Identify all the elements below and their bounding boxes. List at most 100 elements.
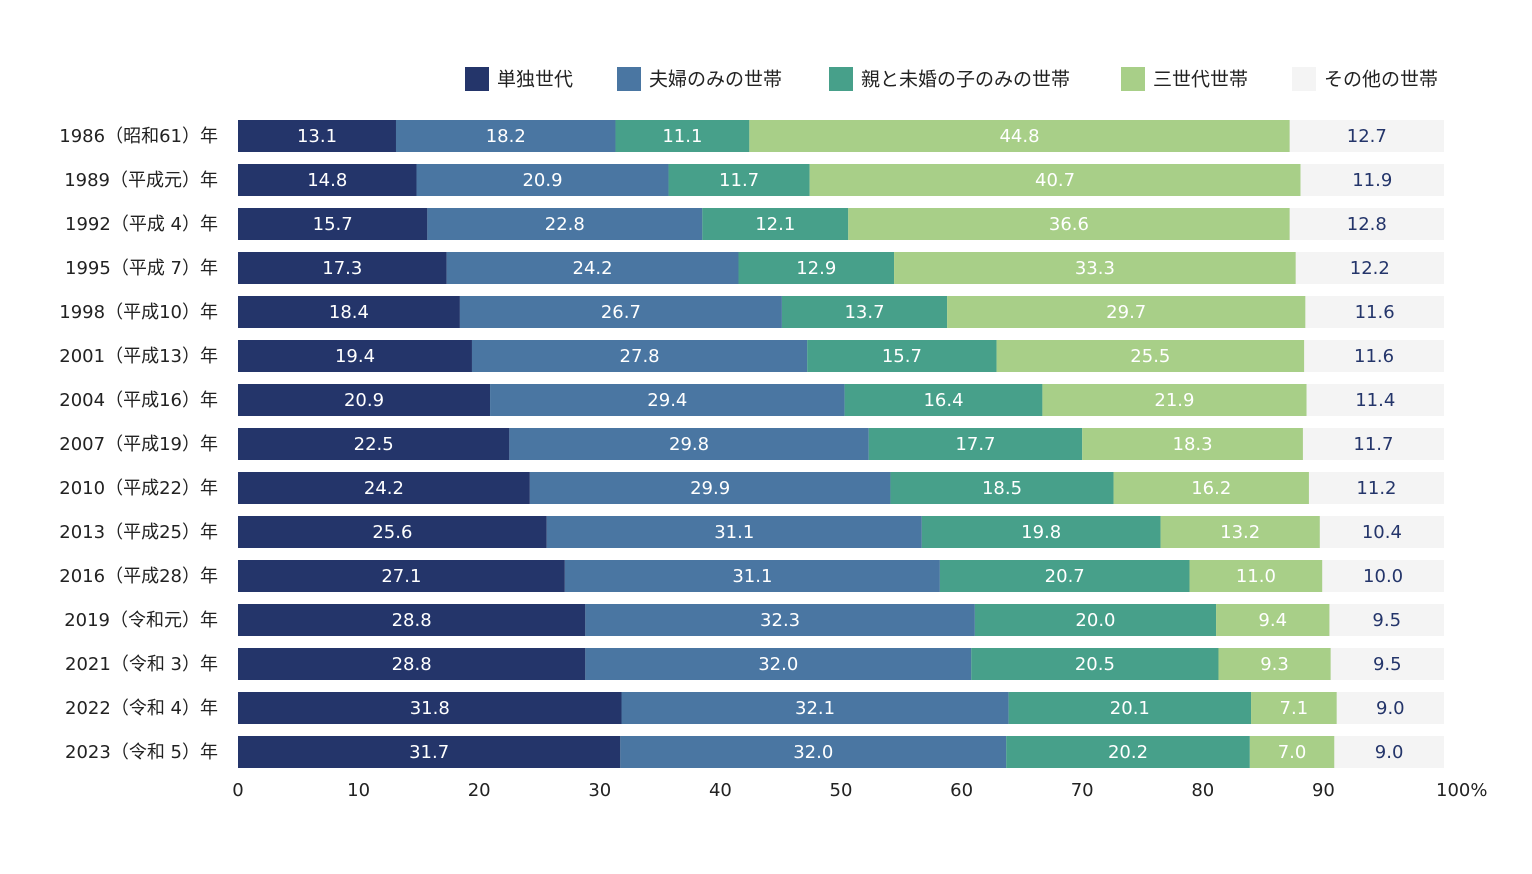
- data-label: 27.1: [381, 566, 421, 587]
- data-label: 27.8: [620, 346, 660, 367]
- legend-item: 単独世代: [465, 67, 573, 91]
- x-tick-label: 50: [830, 780, 853, 801]
- category-label: 2013（平成25）年: [59, 522, 218, 543]
- bar-segment: [738, 252, 895, 284]
- bar-row: 13.1 18.2 11.1 44.8 12.7: [238, 120, 1444, 152]
- data-label: 20.1: [1110, 698, 1150, 719]
- x-tick-label: 10: [347, 780, 370, 801]
- bar-segment: [781, 296, 948, 328]
- bar-segment: [621, 692, 1009, 724]
- category-label: 2023（令和 5）年: [65, 742, 218, 763]
- data-label: 9.4: [1258, 610, 1287, 631]
- data-label: 18.3: [1173, 434, 1213, 455]
- bar-segment: [1042, 384, 1307, 416]
- bar-segment: [921, 516, 1161, 548]
- bar-segment: [471, 340, 808, 372]
- legend-item: 親と未婚の子のみの世帯: [829, 67, 1070, 91]
- data-label: 11.4: [1355, 390, 1395, 411]
- x-tick-label: 40: [709, 780, 732, 801]
- data-label: 31.1: [732, 566, 772, 587]
- bar-row: 20.9 29.4 16.4 21.9 11.4: [238, 384, 1444, 416]
- data-label: 11.6: [1355, 302, 1395, 323]
- category-label: 1989（平成元）年: [64, 170, 218, 191]
- data-label: 7.1: [1280, 698, 1309, 719]
- legend-label: 親と未婚の子のみの世帯: [861, 69, 1070, 91]
- data-label: 20.5: [1075, 654, 1115, 675]
- bar-segment: [564, 560, 940, 592]
- legend-item: 夫婦のみの世帯: [617, 67, 782, 91]
- x-tick-label: 80: [1191, 780, 1214, 801]
- data-label: 28.8: [392, 654, 432, 675]
- data-label: 9.3: [1260, 654, 1289, 675]
- bar-segment: [585, 648, 972, 680]
- data-label: 33.3: [1075, 258, 1115, 279]
- bar-segment: [1218, 648, 1331, 680]
- data-label: 20.2: [1108, 742, 1148, 763]
- data-label: 9.0: [1375, 742, 1404, 763]
- data-label: 12.2: [1350, 258, 1390, 279]
- bar-row: 28.8 32.0 20.5 9.3 9.5: [238, 648, 1444, 680]
- data-label: 25.6: [372, 522, 412, 543]
- data-label: 12.7: [1347, 126, 1387, 147]
- bar-segment: [238, 472, 530, 504]
- data-label: 22.5: [354, 434, 394, 455]
- data-label: 15.7: [882, 346, 922, 367]
- bar-segment: [1189, 560, 1323, 592]
- data-label: 29.4: [647, 390, 687, 411]
- bar-segment: [947, 296, 1306, 328]
- data-label: 25.5: [1130, 346, 1170, 367]
- data-label: 9.5: [1373, 654, 1402, 675]
- bar-segment: [238, 692, 622, 724]
- bar-segment: [1251, 692, 1337, 724]
- data-label: 11.9: [1352, 170, 1392, 191]
- legend-swatch: [829, 67, 853, 91]
- bar-segment: [1113, 472, 1309, 504]
- bar-segment: [615, 120, 750, 152]
- legend-label: その他の世帯: [1324, 69, 1438, 91]
- category-label: 2001（平成13）年: [59, 346, 218, 367]
- bar-row: 15.7 22.8 12.1 36.6 12.8: [238, 208, 1444, 240]
- bar-segment: [702, 208, 849, 240]
- category-label: 1986（昭和61）年: [59, 126, 218, 147]
- category-label: 2016（平成28）年: [59, 566, 218, 587]
- data-label: 10.0: [1363, 566, 1403, 587]
- bar-segment: [868, 428, 1083, 460]
- data-label: 17.7: [955, 434, 995, 455]
- bar-segment: [395, 120, 616, 152]
- data-label: 22.8: [545, 214, 585, 235]
- category-label: 1995（平成 7）年: [65, 258, 218, 279]
- legend-label: 単独世代: [497, 69, 573, 91]
- data-label: 13.2: [1220, 522, 1260, 543]
- data-label: 44.8: [999, 126, 1039, 147]
- data-label: 32.1: [795, 698, 835, 719]
- bar-row: 24.2 29.9 18.5 16.2 11.2: [238, 472, 1444, 504]
- data-label: 20.7: [1045, 566, 1085, 587]
- bar-segment: [1008, 692, 1252, 724]
- bar-segment: [238, 560, 565, 592]
- bar-segment: [416, 164, 669, 196]
- bar-segment: [238, 428, 510, 460]
- bar-segment: [238, 516, 547, 548]
- data-label: 31.7: [409, 742, 449, 763]
- bar-segment: [427, 208, 703, 240]
- x-tick-label: 20: [468, 780, 491, 801]
- legend-label: 夫婦のみの世帯: [649, 69, 782, 91]
- legend-swatch: [465, 67, 489, 91]
- bar-segment: [844, 384, 1043, 416]
- bar-row: 19.4 27.8 15.7 25.5 11.6: [238, 340, 1444, 372]
- data-label: 26.7: [601, 302, 641, 323]
- bar-segment: [939, 560, 1190, 592]
- data-label: 31.8: [410, 698, 450, 719]
- data-label: 24.2: [573, 258, 613, 279]
- data-label: 11.0: [1236, 566, 1276, 587]
- x-tick-label: 0: [232, 780, 243, 801]
- data-label: 12.9: [796, 258, 836, 279]
- data-label: 11.1: [662, 126, 702, 147]
- bar-segment: [546, 516, 922, 548]
- bar-segment: [529, 472, 891, 504]
- data-label: 32.0: [758, 654, 798, 675]
- category-label: 2021（令和 3）年: [65, 654, 218, 675]
- x-tick-label: 90: [1312, 780, 1335, 801]
- data-label: 11.7: [719, 170, 759, 191]
